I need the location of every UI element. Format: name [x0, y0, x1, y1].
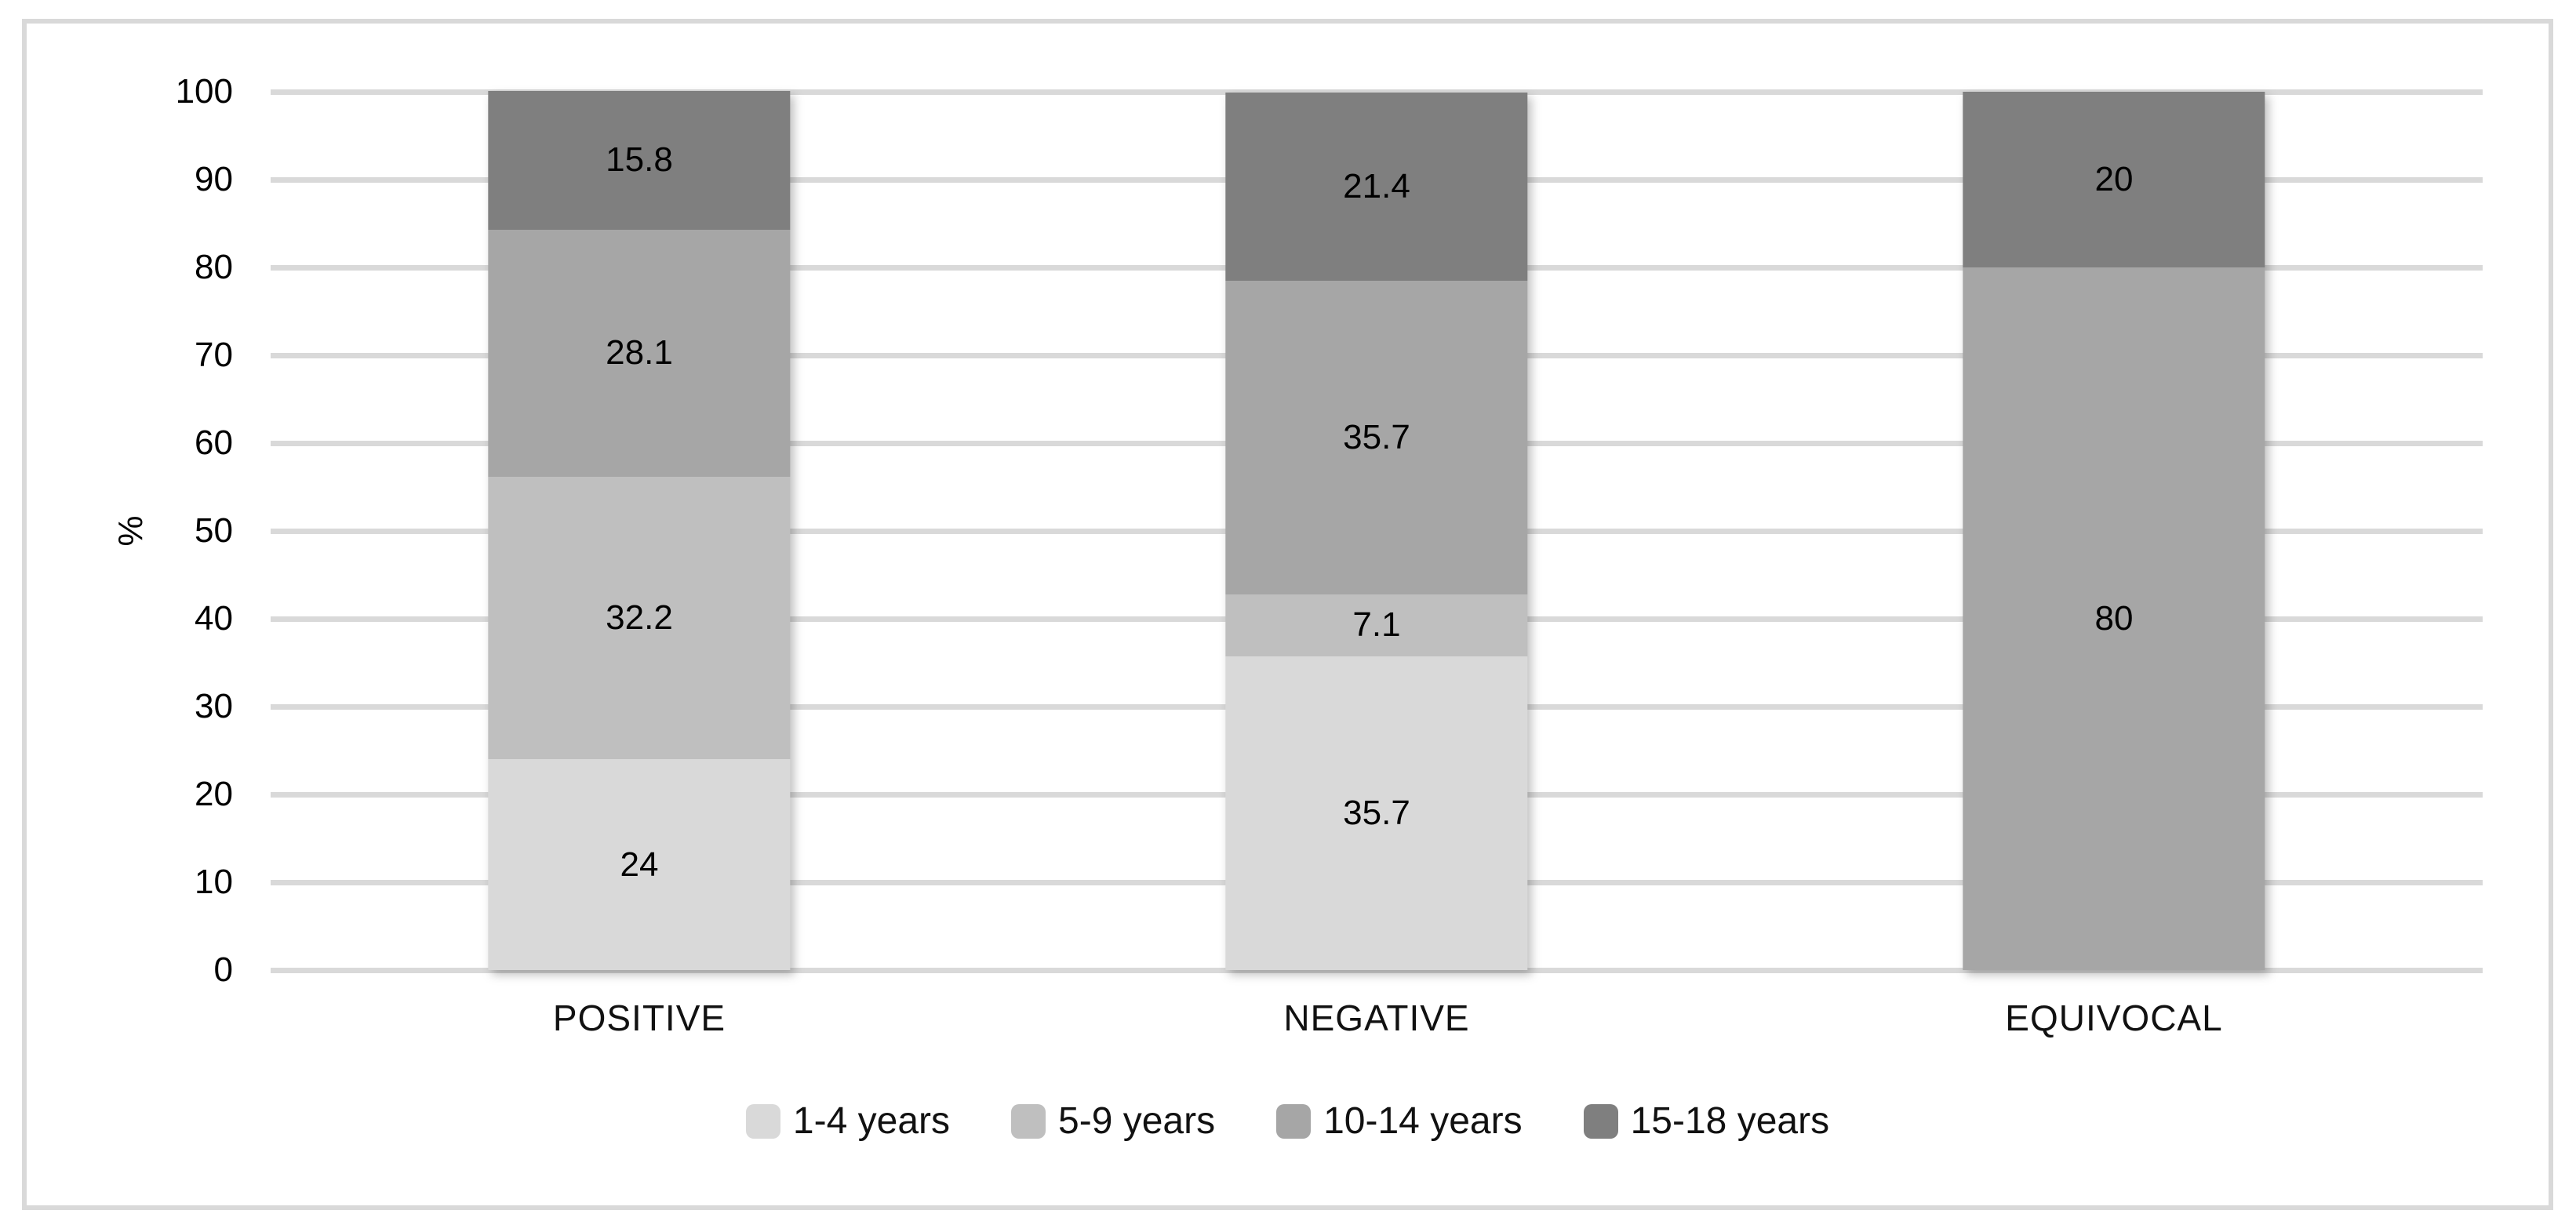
legend-label: 10-14 years: [1323, 1100, 1523, 1142]
data-label: 24: [620, 845, 659, 884]
bar-segment: 80: [1963, 267, 2265, 970]
y-tick-label: 60: [195, 423, 233, 462]
legend-swatch-icon: [1276, 1103, 1312, 1139]
bar-slot-negative: 35.7 7.1 35.7 21.4: [1008, 92, 1745, 970]
bar-segment: 24: [488, 759, 791, 970]
data-label: 7.1: [1352, 605, 1401, 645]
category-label-equivocal: EQUIVOCAL: [2005, 998, 2223, 1038]
legend-swatch-icon: [1011, 1103, 1046, 1139]
y-axis-ticks: 100 90 80 70 60 50 40 30 20 10 0: [27, 72, 233, 989]
stacked-bar-negative: 35.7 7.1 35.7 21.4: [1225, 92, 1528, 970]
y-tick-label: 50: [195, 511, 233, 550]
y-tick-label: 80: [195, 248, 233, 286]
legend-label: 5-9 years: [1058, 1100, 1216, 1142]
bar-segment: 21.4: [1225, 93, 1528, 281]
data-label: 20: [2094, 160, 2134, 198]
data-label: 80: [2094, 599, 2134, 638]
bars-layer: 24 32.2 28.1 15.8 35.7 7.1 35.7 21.4 80 20: [271, 90, 2483, 970]
category-axis: POSITIVE NEGATIVE EQUIVOCAL: [271, 994, 2483, 1041]
bar-slot-equivocal: 80 20: [1745, 92, 2483, 970]
bar-segment: 15.8: [488, 90, 791, 230]
y-tick-label: 90: [195, 160, 233, 198]
bar-segment: 20: [1963, 92, 2265, 267]
bar-segment: 35.7: [1225, 280, 1528, 594]
bar-segment: 32.2: [488, 476, 791, 760]
bar-segment: 28.1: [488, 229, 791, 477]
y-tick-label: 0: [213, 950, 233, 989]
data-label: 32.2: [606, 598, 673, 637]
bar-segment: 7.1: [1225, 594, 1528, 657]
data-label: 28.1: [606, 333, 673, 373]
legend-item: 10-14 years: [1276, 1099, 1523, 1143]
y-tick-label: 10: [195, 863, 233, 901]
data-label: 15.8: [606, 140, 673, 180]
data-label: 21.4: [1343, 166, 1410, 205]
y-tick-label: 20: [195, 775, 233, 813]
legend: 1-4 years 5-9 years 10-14 years 15-18 years: [27, 1099, 2549, 1143]
bar-segment: 35.7: [1225, 656, 1528, 970]
data-label: 35.7: [1343, 417, 1410, 456]
category-label-negative: NEGATIVE: [1283, 998, 1470, 1038]
chart-frame: % 100 90 80 70 60 50 40 30 20 10 0 24 32.2 28.1 15.8 3…: [22, 19, 2553, 1210]
gridline: [271, 968, 2483, 973]
category-label-positive: POSITIVE: [552, 998, 726, 1038]
bar-slot-positive: 24 32.2 28.1 15.8: [271, 90, 1008, 970]
legend-label: 1-4 years: [792, 1100, 951, 1142]
legend-label: 15-18 years: [1630, 1100, 1830, 1142]
stacked-bar-positive: 24 32.2 28.1 15.8: [488, 90, 791, 970]
legend-swatch-icon: [1583, 1103, 1618, 1139]
legend-item: 15-18 years: [1583, 1099, 1830, 1143]
y-tick-label: 70: [195, 336, 233, 374]
y-tick-label: 100: [175, 72, 233, 111]
y-tick-label: 40: [195, 599, 233, 638]
legend-item: 5-9 years: [1011, 1099, 1215, 1143]
y-tick-label: 30: [195, 687, 233, 725]
data-label: 35.7: [1343, 794, 1410, 833]
legend-item: 1-4 years: [745, 1099, 951, 1143]
gridline: [271, 89, 2483, 95]
legend-swatch-icon: [745, 1103, 780, 1139]
stacked-bar-equivocal: 80 20: [1963, 92, 2265, 970]
plot-area: 24 32.2 28.1 15.8 35.7 7.1 35.7 21.4 80 20: [271, 89, 2483, 973]
